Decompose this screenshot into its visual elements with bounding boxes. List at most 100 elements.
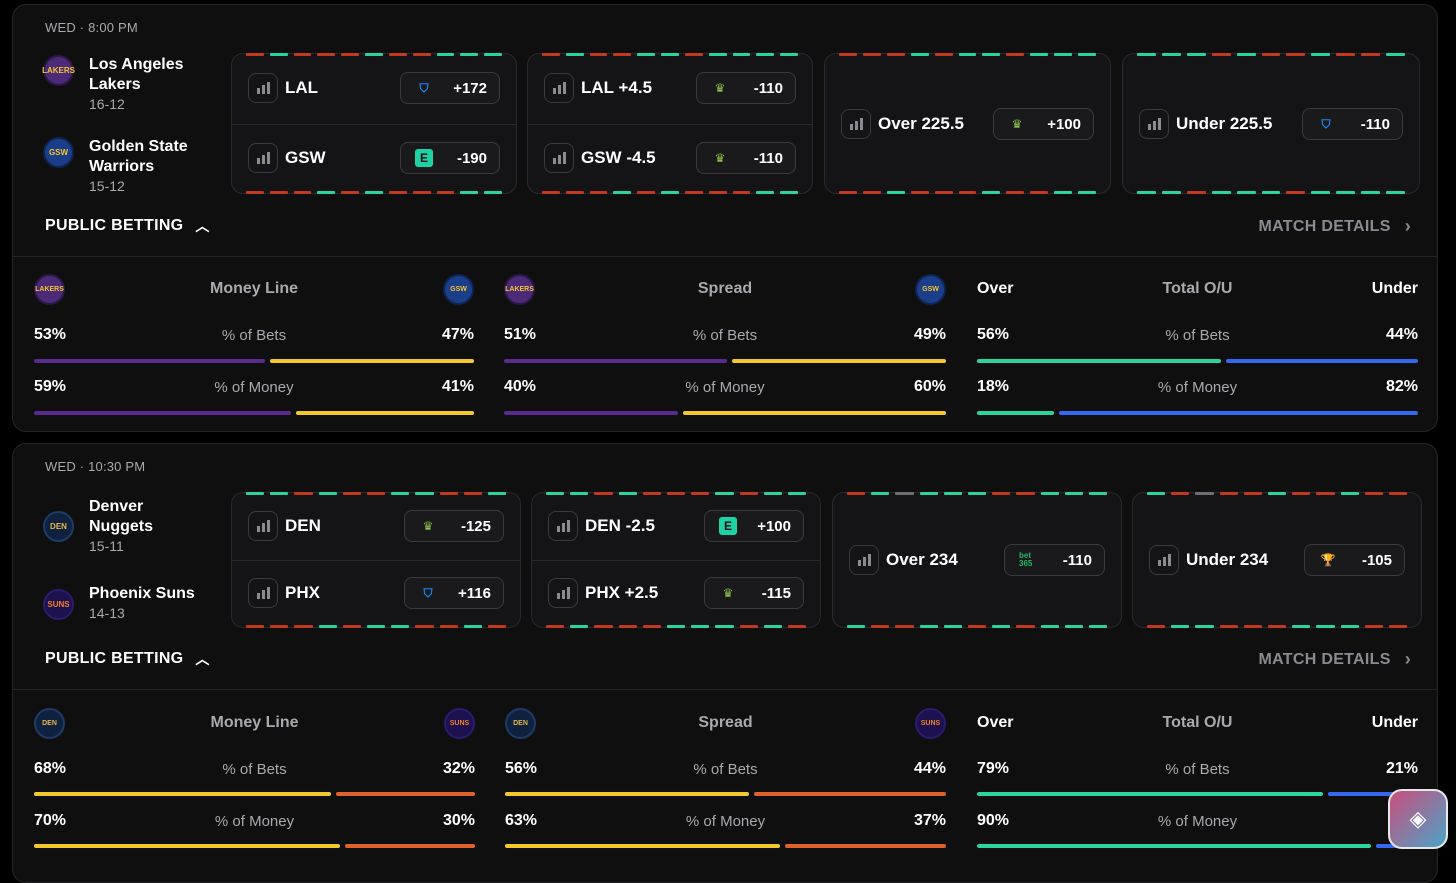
money-bar	[34, 844, 475, 848]
split-left	[977, 359, 1222, 363]
chart-icon[interactable]	[544, 73, 574, 103]
under-option[interactable]: Under 234 🏆 -105	[1149, 544, 1405, 576]
odds-button[interactable]: bet 365 -110	[1004, 544, 1105, 576]
trend-segment	[1030, 53, 1049, 56]
trend-segment	[542, 53, 560, 56]
trend-segment	[1088, 492, 1108, 495]
match-details-link[interactable]: MATCH DETAILS ›	[1259, 649, 1411, 670]
trend-segment	[839, 53, 857, 56]
trend-segment	[415, 492, 434, 495]
spread-market: LAL +4.5 ♛ -110 GSW -4.5 ♛ -110	[527, 53, 813, 194]
odds-button[interactable]: ⛉ +116	[404, 577, 504, 609]
money-left: 70%	[34, 812, 67, 829]
split-right	[1058, 411, 1418, 415]
trend-segment	[967, 492, 987, 495]
moneyline-trend-top	[246, 53, 502, 56]
public-betting-toggle[interactable]: PUBLIC BETTING ︿	[45, 216, 210, 236]
trend-segment	[318, 625, 337, 628]
chart-icon[interactable]	[248, 73, 278, 103]
moneyline-option-away[interactable]: LAL ⛉ +172	[248, 72, 500, 104]
split-left	[505, 844, 781, 848]
odds-button[interactable]: E -190	[400, 142, 500, 174]
odds-button[interactable]: ♛ -110	[696, 72, 796, 104]
home-team[interactable]: GSW Golden State Warriors 15-12	[43, 137, 209, 195]
trend-segment	[847, 625, 866, 628]
over-option[interactable]: Over 225.5 ♛ +100	[841, 108, 1094, 140]
odds-button[interactable]: ♛ -110	[696, 142, 796, 174]
spread-option-home[interactable]: PHX +2.5 ♛ -115	[548, 577, 804, 609]
nuggets-logo-icon: DEN	[34, 707, 65, 739]
moneyline-market: DEN ♛ -125 PHX ⛉ +116	[231, 492, 521, 628]
chart-icon[interactable]	[548, 578, 578, 608]
chart-icon[interactable]	[548, 511, 578, 541]
chart-icon[interactable]	[1139, 109, 1169, 139]
split-right	[345, 844, 475, 848]
stat-title: Total O/U	[1162, 714, 1233, 731]
trend-segment	[246, 625, 265, 628]
chart-icon[interactable]	[1149, 545, 1179, 575]
chart-icon[interactable]	[544, 143, 574, 173]
chart-icon[interactable]	[248, 143, 278, 173]
chart-icon[interactable]	[248, 578, 278, 608]
trend-segment	[862, 53, 881, 56]
home-team[interactable]: SUNS Phoenix Suns 14-13	[43, 584, 209, 622]
over-label: Over	[977, 280, 1014, 297]
moneyline-stats: LAKERS Money Line GSW 53% % of Bets 47% 59…	[34, 273, 474, 418]
bet-slip-icon[interactable]: ◈	[1388, 789, 1448, 849]
trend-segment	[293, 191, 312, 194]
trend-segment	[1211, 191, 1231, 194]
chart-icon[interactable]	[248, 511, 278, 541]
bets-label: % of Bets	[222, 760, 287, 778]
odds-button[interactable]: E +100	[704, 510, 804, 542]
moneyline-option-home[interactable]: GSW E -190	[248, 142, 500, 174]
moneyline-option-home[interactable]: PHX ⛉ +116	[248, 577, 504, 609]
split-left	[977, 411, 1054, 415]
warriors-logo-icon: GSW	[43, 137, 74, 168]
trend-segment	[246, 191, 264, 194]
odds-value: -110	[1062, 551, 1092, 569]
trend-segment	[1054, 53, 1073, 56]
money-bar	[504, 411, 946, 415]
trend-segment	[1147, 492, 1166, 495]
trend-segment	[246, 53, 264, 56]
match-details-link[interactable]: MATCH DETAILS ›	[1259, 216, 1411, 237]
under-option[interactable]: Under 225.5 ⛉ -110	[1139, 108, 1403, 140]
odds-button[interactable]: ⛉ -110	[1302, 108, 1403, 140]
trend-segment	[270, 492, 289, 495]
trend-segment	[992, 492, 1011, 495]
odds-button[interactable]: ♛ -115	[704, 577, 804, 609]
trend-segment	[618, 625, 637, 628]
away-team-name: Los Angeles Lakers	[89, 56, 184, 93]
trend-segment	[958, 53, 977, 56]
trend-segment	[839, 191, 857, 194]
trend-segment	[317, 53, 336, 56]
odds-button[interactable]: ⛉ +172	[400, 72, 500, 104]
trend-segment	[546, 625, 565, 628]
odds-button[interactable]: 🏆 -105	[1304, 544, 1405, 576]
bets-right: 32%	[442, 760, 475, 777]
public-betting-toggle[interactable]: PUBLIC BETTING ︿	[45, 649, 210, 669]
spread-option-away[interactable]: LAL +4.5 ♛ -110	[544, 72, 796, 104]
trend-segment	[1161, 53, 1181, 56]
espnbet-icon: E	[415, 149, 433, 167]
split-left	[977, 844, 1372, 848]
trend-segment	[1016, 492, 1035, 495]
away-team[interactable]: LAKERS Los Angeles Lakers 16-12	[42, 55, 209, 113]
bets-left: 51%	[504, 326, 537, 343]
odds-button[interactable]: ♛ -125	[404, 510, 504, 542]
over-trend-top	[847, 492, 1108, 495]
moneyline-option-away[interactable]: DEN ♛ -125	[248, 510, 504, 542]
odds-button[interactable]: ♛ +100	[993, 108, 1094, 140]
chart-icon[interactable]	[849, 545, 879, 575]
option-label: PHX +2.5	[585, 583, 659, 602]
spread-option-home[interactable]: GSW -4.5 ♛ -110	[544, 142, 796, 174]
over-option[interactable]: Over 234 bet 365 -110	[849, 544, 1105, 576]
trend-segment	[1340, 625, 1359, 628]
draftkings-icon: ♛	[722, 586, 734, 600]
spread-option-away[interactable]: DEN -2.5 E +100	[548, 510, 804, 542]
trend-segment	[460, 53, 479, 56]
trend-segment	[684, 191, 703, 194]
total-stats: Over Total O/U Under 79% % of Bets 21% 90%…	[977, 707, 1418, 852]
chart-icon[interactable]	[841, 109, 871, 139]
away-team[interactable]: DEN Denver Nuggets 15-11	[43, 497, 209, 555]
